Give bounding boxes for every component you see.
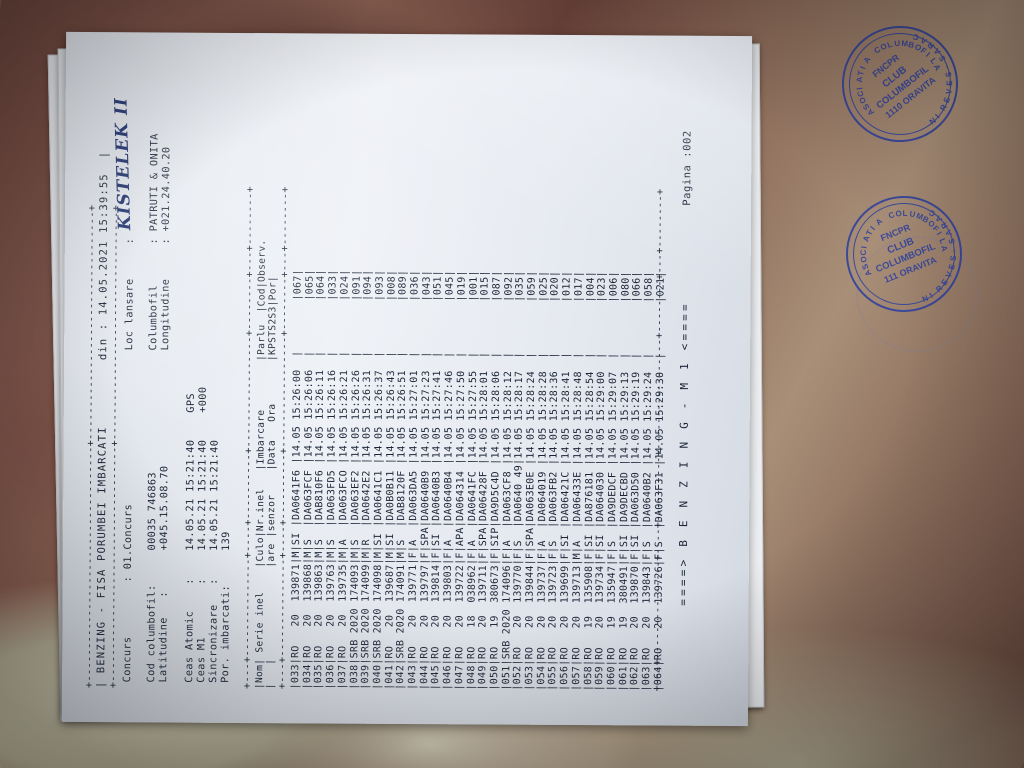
longitudine-value: : +021.24.40.20 <box>160 146 173 245</box>
stamp-ghost-impression <box>856 236 978 352</box>
ceas-m1-label: Ceas M1 : <box>196 578 208 683</box>
rule-top-2: +------------------------------------+--… <box>108 204 123 689</box>
ceas-m1-value: 14.05.21 15:21:40 <box>196 439 209 551</box>
loc-lansare-label: Loc lansare <box>124 278 136 351</box>
cod-columbofil-value: 00035 746863 <box>146 472 159 551</box>
ceas-atomic-suffix: GPS <box>185 393 197 413</box>
document-date: din : 14.05.2021 15:39:55 | <box>97 150 111 361</box>
sincronizare-value: 14.05.21 15:21:40 <box>208 439 221 551</box>
printed-content: +------------------------------------+--… <box>62 32 752 726</box>
cod-columbofil-label: Cod columbofil: <box>146 584 158 683</box>
sincronizare-label: Sincronizare : <box>208 578 220 683</box>
ceas-atomic-label: Ceas Atomic : <box>184 578 196 683</box>
document-title: | BENZING - FISA PORUMBEI IMBARCATI <box>95 426 109 689</box>
columbofil-value: : PATRUTI & ONITA <box>148 133 161 245</box>
loc-lansare-value: : <box>124 237 136 245</box>
ceas-m1-suffix: +000 <box>197 386 209 413</box>
latitudine-value: +045.15.08.70 <box>158 465 171 551</box>
ceas-atomic-value: 14.05.21 15:21:40 <box>184 439 197 551</box>
page-number: Pagina :002 <box>681 130 694 206</box>
table-rule-2: +---+---------------+----+----------+---… <box>277 186 292 690</box>
basketing-list-sheet: +------------------------------------+--… <box>61 31 753 727</box>
handwritten-launch-location: KISTELEK II <box>111 96 136 231</box>
footer-brand: ====> B E N Z I N G - M 1 <==== <box>676 301 692 606</box>
por-imbarcati-value: 139 <box>220 531 233 551</box>
latitudine-label: Latitudine : <box>158 591 170 683</box>
longitudine-label: Longitudine <box>160 278 172 351</box>
concurs-value: : 01.Concurs <box>122 503 135 583</box>
por-imbarcati-label: Por. imbarcati: <box>220 584 232 683</box>
columbofil-label: Columbofil <box>148 285 160 351</box>
concurs-label: Concurs <box>122 636 134 683</box>
